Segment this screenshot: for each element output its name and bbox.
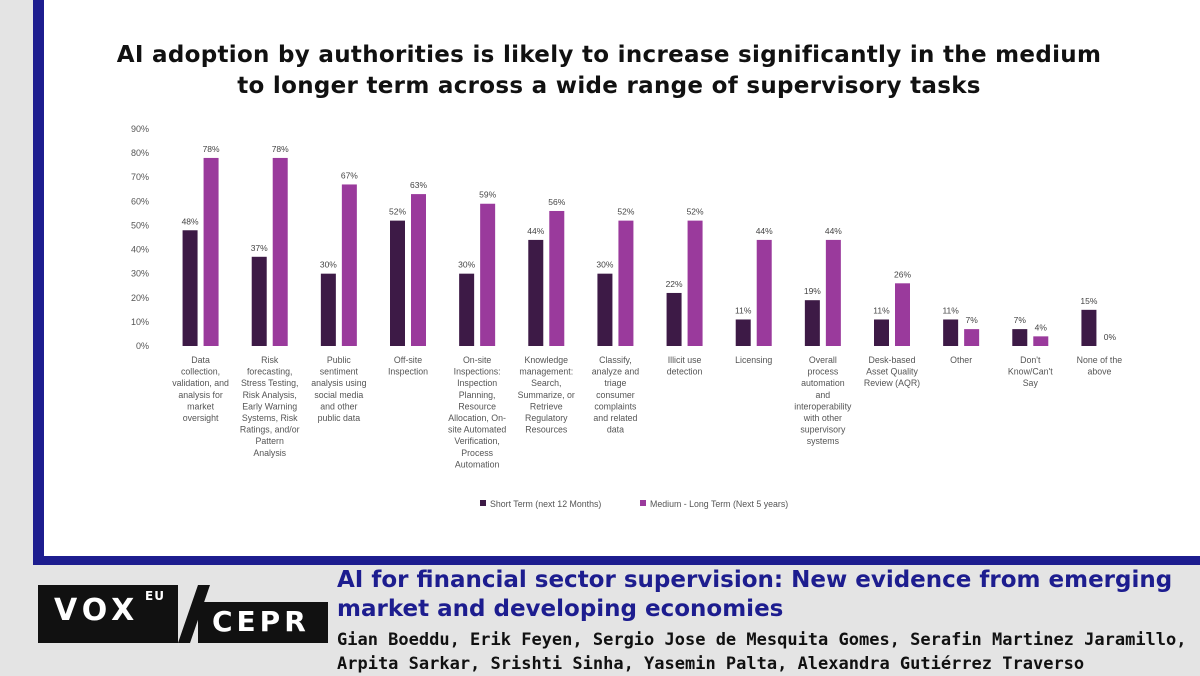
bar-value-label: 78%	[203, 144, 220, 154]
cepr-logo-text: CEPR	[212, 605, 310, 638]
chart-title: AI adoption by authorities is likely to …	[116, 42, 1102, 99]
bar-short-term	[459, 273, 475, 346]
y-tick-label: 0%	[136, 341, 149, 351]
legend-swatch	[640, 500, 646, 506]
bar-medium-long-term	[618, 220, 634, 346]
bar-medium-long-term	[411, 194, 426, 346]
bar-short-term	[528, 239, 544, 346]
bar-short-term	[1081, 309, 1097, 346]
cepr-logo-box: CEPR	[198, 602, 328, 643]
bar-value-label: 59%	[479, 190, 496, 200]
legend-label: Short Term (next 12 Months)	[490, 499, 601, 509]
article-title[interactable]: AI for financial sector supervision: New…	[337, 567, 1173, 622]
bar-short-term	[874, 319, 889, 346]
bar-medium-long-term	[203, 157, 219, 346]
bar-value-label: 56%	[548, 197, 565, 207]
y-tick-label: 80%	[131, 148, 149, 158]
vox-logo-text: VOX	[54, 593, 140, 628]
bar-medium-long-term	[895, 283, 910, 346]
eu-logo-text: EU	[145, 589, 165, 603]
x-category-label: Public sentiment analysis using social medi…	[311, 355, 366, 423]
y-tick-label: 20%	[131, 293, 149, 303]
bar-value-label: 4%	[1035, 322, 1048, 332]
bar-medium-long-term	[964, 329, 980, 346]
bar-medium-long-term	[1033, 336, 1049, 346]
bar-chart: 0% 10% 20% 30% 40% 50% 60% 70% 80% 90% 48% 37% 30% 52…	[131, 124, 1123, 509]
bar-short-term	[943, 319, 959, 346]
bar-medium-long-term	[549, 210, 565, 346]
bar-value-label: 52%	[617, 207, 634, 217]
bar-value-label: 63%	[410, 180, 427, 190]
bar-value-label: 30%	[458, 260, 475, 270]
bar-value-label: 7%	[965, 315, 978, 325]
bar-short-term	[666, 292, 682, 346]
bar-medium-long-term	[341, 184, 357, 346]
bar-short-term	[320, 273, 336, 346]
bar-short-term	[182, 230, 198, 346]
bar-short-term	[251, 256, 267, 346]
logo-slash	[178, 585, 210, 643]
bar-value-label: 26%	[894, 269, 911, 279]
x-category-label: Risk forecasting, Stress Testing, Risk Anal…	[240, 355, 300, 458]
bar-value-label: 44%	[825, 226, 842, 236]
bar-value-label: 52%	[389, 207, 406, 217]
bar-value-label: 0%	[1104, 332, 1117, 342]
x-category-label: Illicit use detection	[667, 355, 703, 377]
bar-short-term	[804, 300, 820, 346]
y-tick-label: 10%	[131, 317, 149, 327]
x-category-label: On-site Inspections: Inspection Planning, Re…	[448, 355, 506, 469]
legend-label: Medium - Long Term (Next 5 years)	[650, 499, 788, 509]
bar-value-label: 44%	[527, 226, 544, 236]
bar-value-label: 15%	[1080, 296, 1097, 306]
x-category-label: Licensing	[735, 355, 772, 365]
bar-value-label: 30%	[596, 260, 613, 270]
x-category-label: Other	[950, 355, 972, 365]
chart-frame: AI adoption by authorities is likely to …	[33, 0, 1200, 565]
x-category-label: Knowledge management: Search, Summarize, or…	[518, 355, 575, 435]
bar-value-label: 48%	[182, 216, 199, 226]
bar-medium-long-term	[480, 203, 496, 346]
bar-value-label: 52%	[687, 207, 704, 217]
bar-value-label: 11%	[873, 305, 890, 315]
bar-short-term	[390, 220, 405, 346]
bar-medium-long-term	[272, 157, 288, 346]
bar-value-label: 22%	[666, 279, 683, 289]
chart-panel: AI adoption by authorities is likely to …	[44, 0, 1200, 556]
x-category-label: Data collection, validation, and analysis f…	[172, 355, 229, 423]
bar-value-label: 37%	[251, 243, 268, 253]
voxeu-cepr-logo[interactable]: VOX EU CEPR	[38, 585, 328, 643]
bar-medium-long-term	[825, 239, 841, 346]
x-category-label: Classify, analyze and triage consumer compla…	[592, 355, 640, 435]
bar-short-term	[1012, 329, 1028, 346]
x-category-label: None of the above	[1077, 355, 1123, 377]
bar-value-label: 67%	[341, 170, 358, 180]
y-tick-label: 90%	[131, 124, 149, 134]
bar-short-term	[597, 273, 613, 346]
y-tick-label: 60%	[131, 196, 149, 206]
bar-value-label: 44%	[756, 226, 773, 236]
bar-medium-long-term	[687, 220, 703, 346]
bar-value-label: 11%	[735, 305, 752, 315]
bar-value-label: 78%	[272, 144, 289, 154]
bar-value-label: 30%	[320, 260, 337, 270]
y-tick-label: 40%	[131, 245, 149, 255]
x-category-label: Off-site Inspection	[388, 355, 428, 377]
article-authors: Gian Boeddu, Erik Feyen, Sergio Jose de …	[337, 630, 1187, 674]
x-category-label: Desk-based Asset Quality Review (AQR)	[864, 355, 920, 388]
bar-value-label: 7%	[1014, 315, 1027, 325]
bar-short-term	[735, 319, 751, 346]
legend-swatch	[480, 500, 486, 506]
y-tick-label: 70%	[131, 172, 149, 182]
x-category-label: Overall process automation and interoperabil…	[794, 355, 852, 446]
vox-logo-box: VOX EU	[38, 585, 178, 643]
bar-value-label: 19%	[804, 286, 821, 296]
x-category-label: Don't Know/Can't Say	[1008, 355, 1053, 388]
y-tick-label: 50%	[131, 220, 149, 230]
bar-medium-long-term	[756, 239, 772, 346]
bar-value-label: 11%	[942, 305, 959, 315]
y-tick-label: 30%	[131, 269, 149, 279]
